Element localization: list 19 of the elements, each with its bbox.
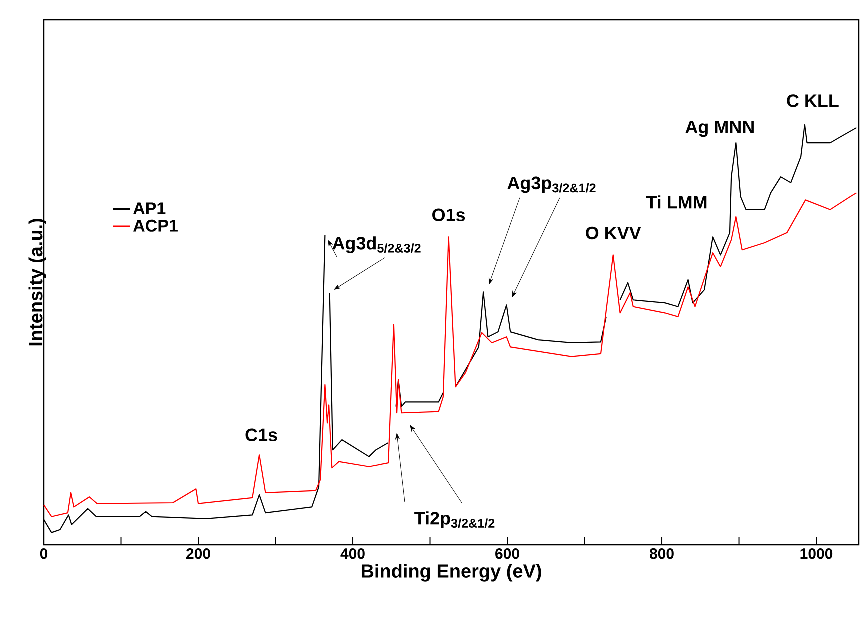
x-tick-label: 400 — [340, 548, 365, 560]
annotation: O KVV — [586, 226, 642, 240]
annotation: Ti2p$_{3/2&1/2}$ — [414, 512, 495, 528]
x-tick-label: 200 — [186, 548, 210, 560]
annotation: Ag3p$_{3/2&1/2}$ — [508, 176, 596, 194]
x-tick-label: 800 — [650, 548, 674, 560]
legend-label: AP1 — [134, 202, 166, 214]
annotation: Ag MNN — [686, 120, 754, 138]
annotation: C KLL — [787, 94, 839, 108]
annotation: Ag3d$_{5/2&3/2}$ — [332, 236, 421, 254]
x-tick-label: 600 — [496, 548, 520, 560]
annotation: C1s — [246, 428, 278, 442]
y-axis-title: Intensity (a.u.) — [28, 219, 46, 346]
annotation: Ti LMM — [646, 196, 707, 209]
annotation: O1s — [432, 208, 466, 222]
legend-label: ACP1 — [134, 220, 178, 232]
x-tick-label: 0 — [40, 548, 48, 560]
x-axis-title: Binding Energy (eV) — [362, 564, 542, 582]
x-tick-label: 1000 — [800, 548, 833, 560]
